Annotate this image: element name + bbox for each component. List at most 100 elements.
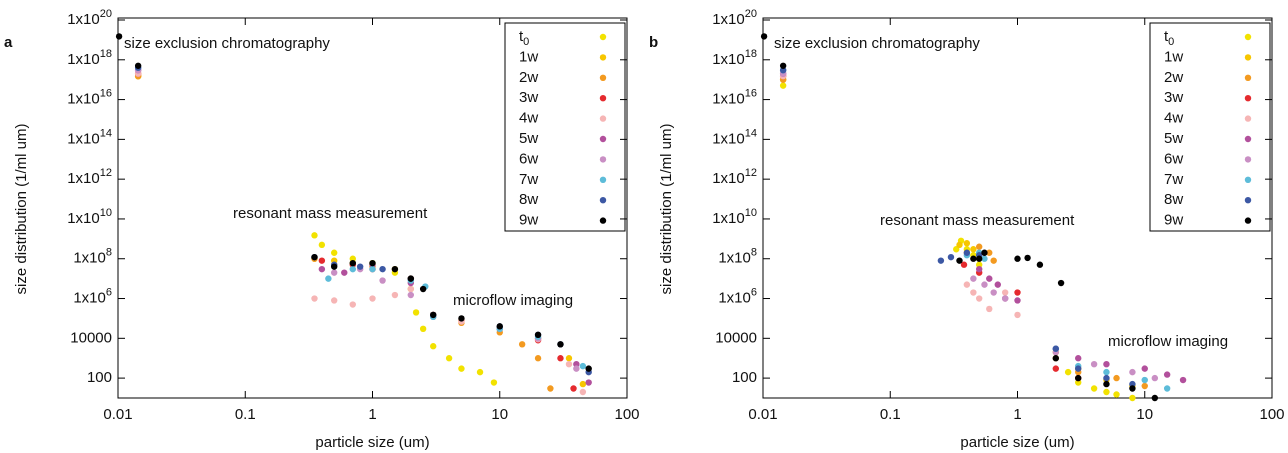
y-tick-label: 1x1012 bbox=[67, 167, 112, 187]
data-point bbox=[975, 261, 983, 268]
legend-box bbox=[1149, 22, 1271, 232]
data-point bbox=[458, 315, 465, 322]
data-point bbox=[1014, 297, 1021, 304]
data-point bbox=[534, 331, 542, 339]
x-tick-label: 100 bbox=[614, 406, 639, 423]
data-point bbox=[975, 255, 983, 262]
legend-label: 4w bbox=[519, 110, 538, 127]
legend-label: 7w bbox=[519, 171, 538, 188]
legend-marker bbox=[599, 54, 607, 61]
y-axis-label: size distribution (1/ml um) bbox=[658, 124, 675, 295]
data-point bbox=[779, 62, 787, 69]
data-point bbox=[975, 243, 983, 250]
data-point bbox=[490, 379, 498, 386]
data-point bbox=[963, 240, 971, 247]
data-point bbox=[1113, 391, 1120, 398]
data-point bbox=[412, 309, 420, 316]
data-point bbox=[1075, 374, 1082, 382]
legend-label: 7w bbox=[1164, 171, 1183, 188]
y-tick-label: 1x1010 bbox=[712, 207, 757, 227]
data-point bbox=[570, 385, 577, 392]
data-point bbox=[330, 297, 338, 304]
y-tick-label: 10000 bbox=[70, 329, 112, 346]
data-point bbox=[369, 265, 376, 273]
y-tick-label: 100 bbox=[87, 369, 112, 386]
legend-box bbox=[504, 22, 626, 232]
data-point bbox=[573, 365, 580, 372]
data-point bbox=[1001, 289, 1009, 296]
data-point bbox=[369, 259, 376, 267]
data-point bbox=[970, 289, 977, 296]
data-point bbox=[1090, 360, 1098, 368]
data-point bbox=[565, 355, 573, 362]
data-point bbox=[518, 341, 526, 348]
y-tick-label: 1x106 bbox=[718, 286, 757, 306]
y-tick-label: 1x1020 bbox=[712, 8, 757, 28]
annotation: microflow imaging bbox=[1108, 333, 1228, 350]
legend-marker bbox=[1244, 217, 1252, 224]
annotation: size exclusion chromatography bbox=[774, 35, 980, 52]
legend-label: 5w bbox=[519, 130, 538, 147]
data-point bbox=[349, 265, 356, 273]
data-point bbox=[547, 385, 554, 392]
data-point bbox=[496, 323, 503, 330]
data-point bbox=[1001, 295, 1009, 302]
y-tick-label: 1x1020 bbox=[67, 8, 112, 28]
panel-label: b bbox=[649, 34, 658, 51]
legend-label: 2w bbox=[1164, 69, 1183, 86]
data-point bbox=[986, 275, 993, 282]
legend-marker bbox=[599, 217, 607, 224]
data-point bbox=[369, 295, 376, 302]
data-point bbox=[1057, 279, 1065, 287]
data-point bbox=[990, 257, 997, 264]
data-point bbox=[311, 295, 318, 302]
data-point bbox=[1075, 355, 1082, 362]
legend-label: t0 bbox=[519, 28, 529, 48]
data-point bbox=[115, 33, 123, 40]
data-point bbox=[579, 388, 587, 396]
data-point bbox=[534, 355, 542, 362]
data-point bbox=[318, 265, 326, 273]
y-axis-label: size distribution (1/ml um) bbox=[13, 124, 30, 295]
x-tick-label: 0.1 bbox=[235, 406, 256, 423]
x-tick-label: 1 bbox=[368, 406, 376, 423]
data-point bbox=[1179, 376, 1187, 384]
annotation: microflow imaging bbox=[453, 292, 573, 309]
data-point bbox=[970, 246, 977, 253]
x-tick-label: 1 bbox=[1013, 406, 1021, 423]
data-point bbox=[760, 33, 768, 40]
legend-label: 4w bbox=[1164, 110, 1183, 127]
legend-label: t0 bbox=[1164, 28, 1174, 48]
data-point bbox=[981, 281, 988, 288]
legend-label: 8w bbox=[519, 191, 538, 208]
data-point bbox=[1024, 254, 1031, 262]
data-point bbox=[419, 325, 427, 333]
data-point bbox=[1014, 311, 1021, 319]
data-point bbox=[585, 379, 592, 386]
legend-marker bbox=[599, 156, 607, 163]
x-tick-label: 0.01 bbox=[748, 406, 777, 423]
data-point bbox=[1052, 345, 1060, 352]
legend-label: 9w bbox=[1164, 212, 1183, 229]
data-point bbox=[937, 257, 945, 264]
data-point bbox=[1129, 368, 1136, 376]
data-point bbox=[1129, 385, 1136, 392]
x-tick-label: 0.1 bbox=[880, 406, 901, 423]
data-point bbox=[318, 257, 326, 264]
legend-label: 5w bbox=[1164, 130, 1183, 147]
y-tick-label: 1x1014 bbox=[67, 127, 112, 147]
data-point bbox=[990, 289, 997, 296]
legend-marker bbox=[599, 197, 607, 204]
data-point bbox=[325, 275, 332, 282]
legend-label: 3w bbox=[1164, 89, 1183, 106]
data-point bbox=[573, 360, 580, 368]
data-point bbox=[407, 275, 415, 282]
legend-marker bbox=[599, 95, 607, 102]
data-point bbox=[1103, 388, 1110, 396]
data-point bbox=[430, 311, 437, 319]
data-point bbox=[1103, 380, 1110, 388]
data-point bbox=[981, 249, 988, 256]
data-point bbox=[557, 355, 564, 362]
y-tick-label: 1x1010 bbox=[67, 207, 112, 227]
data-point bbox=[356, 263, 364, 270]
